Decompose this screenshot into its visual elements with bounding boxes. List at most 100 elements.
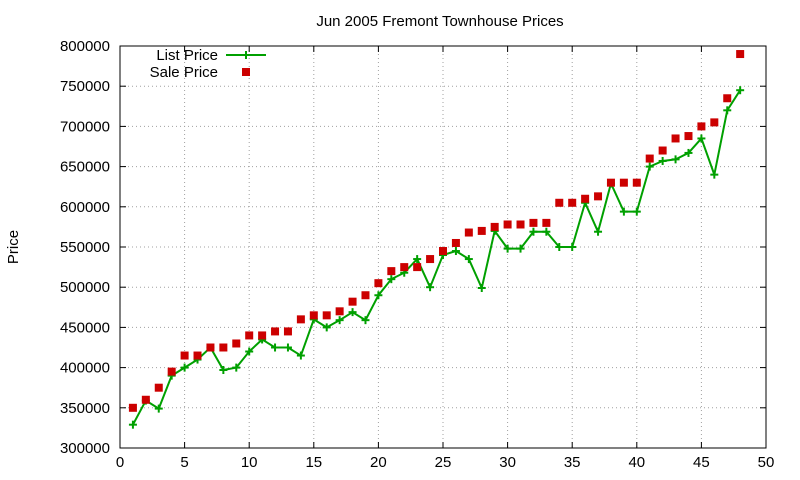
list-price-point [232,363,241,372]
sale-price-point [503,220,512,229]
sale-price-point [180,351,189,360]
x-tick-label: 35 [564,454,581,471]
sale-price-point [606,178,615,187]
sale-price-point [167,367,176,376]
list-price-point [128,420,137,429]
list-price-line [132,89,742,426]
list-price-point [477,284,486,293]
sale-price-point [309,311,318,320]
list-price-point [387,275,396,284]
sale-price-point [632,178,641,187]
list-price-point [271,343,280,352]
legend-entry-sale-price: Sale Price [150,64,250,81]
sale-price-point [555,198,564,207]
sale-price-point [710,118,719,127]
list-price-point [374,291,383,300]
list-price-point [723,106,732,115]
y-tick-label: 650000 [60,159,110,176]
legend-marker [242,68,250,76]
sale-price-point [619,178,628,187]
list-price-point [154,404,163,413]
list-price-point [361,316,370,325]
x-tick-label: 40 [628,454,645,471]
y-axis-label: Price [5,230,22,264]
sale-price-point [464,228,473,237]
list-price-point [632,207,641,216]
y-tick-label: 300000 [60,440,110,457]
y-tick-label: 500000 [60,279,110,296]
sale-price-point [581,194,590,203]
sale-price-point [283,327,292,336]
sale-price-point [451,238,460,247]
list-price-point [645,162,654,171]
x-tick-label: 15 [305,454,322,471]
list-price-point [219,366,228,375]
sale-price-point [219,343,228,352]
list-price-point [671,155,680,164]
list-price-point [322,323,331,332]
grid-lines [120,46,766,448]
list-price-point [684,148,693,157]
sale-price-point [477,226,486,235]
sale-price-point [335,307,344,316]
sale-price-point [490,222,499,231]
sale-price-point [684,132,693,141]
sale-price-point [568,198,577,207]
sale-price-point [141,395,150,404]
sale-price-point [232,339,241,348]
sale-price-point [542,218,551,227]
x-tick-label: 10 [241,454,258,471]
sale-price-point [245,331,254,340]
list-price-point [283,343,292,352]
sale-price-point [658,146,667,155]
list-price-point [619,207,628,216]
y-tick-label: 550000 [60,239,110,256]
list-price-point [736,86,745,95]
y-tick-label: 800000 [60,38,110,55]
list-price-point [296,351,305,360]
sale-price-point [374,279,383,288]
sale-price-point [322,311,331,320]
x-tick-label: 5 [180,454,188,471]
y-tick-label: 400000 [60,360,110,377]
list-price-point [594,227,603,236]
plot-area [128,50,745,429]
sale-price-point [426,255,435,264]
x-tick-label: 25 [435,454,452,471]
list-price-point [348,308,357,317]
sale-price-point [206,343,215,352]
sale-price-point [529,218,538,227]
list-price-point [568,243,577,251]
sale-price-point [400,263,409,272]
list-price-point [451,247,460,256]
list-price-point [710,170,719,179]
sale-price-point [723,94,732,103]
list-price-point [555,243,564,251]
sale-price-point [361,291,370,300]
list-price-point [245,347,254,356]
list-price-point [529,227,538,236]
list-price-point [516,244,525,253]
sale-price-point [516,220,525,229]
legend-marker [242,51,250,59]
x-tick-label: 20 [370,454,387,471]
y-tick-label: 350000 [60,400,110,417]
sale-price-point [671,134,680,143]
sale-price-point [387,267,396,276]
list-price-point [503,244,512,253]
sale-price-point [154,383,163,392]
series-sale-price [128,50,745,412]
axis-ticks: 0 5 10 15 20 25 30 35 40 45 50 300000 350000 400000 45… [60,38,774,471]
x-tick-label: 50 [758,454,775,471]
list-price-point [464,255,473,264]
list-price-point [426,283,435,292]
y-tick-label: 600000 [60,199,110,216]
list-price-point [413,255,422,264]
x-tick-label: 0 [116,454,124,471]
sale-price-point [439,247,447,256]
list-price-point [180,363,189,372]
sale-price-point [594,192,603,201]
sale-price-point [271,327,280,336]
sale-price-point [697,122,706,131]
